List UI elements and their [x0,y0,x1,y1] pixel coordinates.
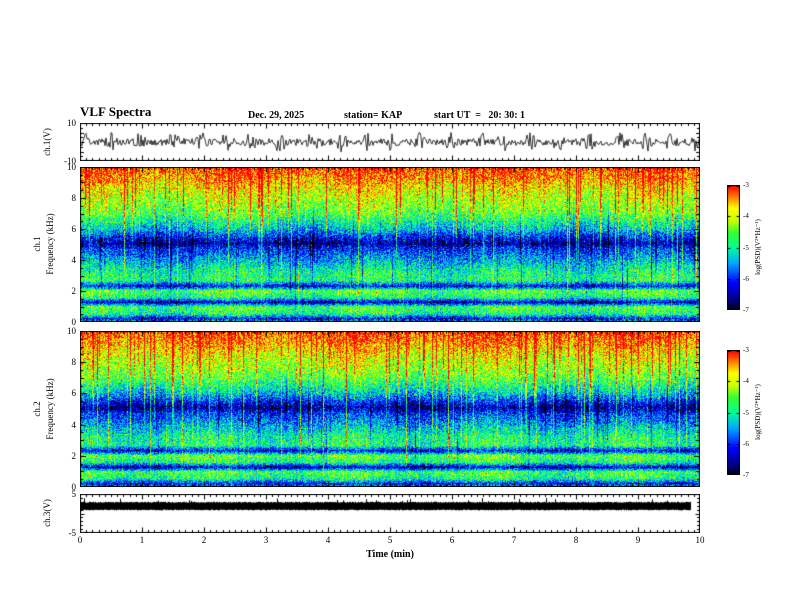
tick-label: -7 [743,306,749,314]
tick-label: -5 [743,409,749,417]
tick-label: 10 [67,162,76,172]
tick-label: 7 [511,535,517,545]
ch1-spectrogram-panel [80,167,700,322]
spec1-channel-label: ch.1 [32,236,42,252]
tick-label: -6 [743,275,749,283]
tick-label: 6 [449,535,455,545]
tick-label: -4 [743,377,749,385]
tick-label: 5 [387,535,393,545]
colorbar-1 [727,185,740,310]
colorbar-2 [727,350,740,475]
tick-label: 0 [77,535,83,545]
tick-label: 8 [71,357,77,367]
figure-title: VLF Spectra [80,104,152,119]
tick-label: 4 [71,420,77,430]
spec1-frequency-axis-label: Frequency (kHz) [45,213,55,275]
tick-label: 10 [67,118,76,128]
tick-label: 10 [67,326,76,336]
tick-label: 6 [71,224,77,234]
tick-label: -5 [68,528,77,538]
tick-label: 3 [263,535,269,545]
tick-label: 5 [71,489,77,499]
tick-label: 2 [201,535,207,545]
tick-label: -3 [743,346,749,354]
tick-label: 2 [71,451,77,461]
tick-label: 1 [139,535,145,545]
tick-label: -4 [743,212,749,220]
tick-label: -3 [743,181,749,189]
tick-label: -10 [64,156,76,166]
tick-label: 4 [71,255,77,265]
ch3-axis-label: ch.3(V) [42,499,52,527]
tick-label: 8 [573,535,579,545]
tick-label: 6 [71,388,77,398]
tick-label: -7 [743,471,749,479]
tick-label: 4 [325,535,331,545]
tick-label: -5 [743,244,749,252]
tick-label: 2 [71,286,77,296]
spec2-channel-label: ch.2 [32,401,42,417]
x-axis-title: Time (min) [366,549,414,560]
start-ut-label: start UT = 20: 30: 1 [434,110,526,121]
tick-label: 10 [695,535,705,545]
tick-label: 8 [71,193,77,203]
tick-label: 0 [71,317,77,327]
ch3-level-panel [80,494,700,533]
ch1-axis-label: ch.1(V) [42,128,52,156]
station-label: station= KAP [344,110,403,121]
ch1-waveform-panel [80,123,700,161]
tick-label: 9 [635,535,641,545]
tick-label: -6 [743,440,749,448]
tick-label: 0 [71,482,77,492]
ch2-spectrogram-panel [80,331,700,487]
figure-date: Dec. 29, 2025 [248,110,305,121]
